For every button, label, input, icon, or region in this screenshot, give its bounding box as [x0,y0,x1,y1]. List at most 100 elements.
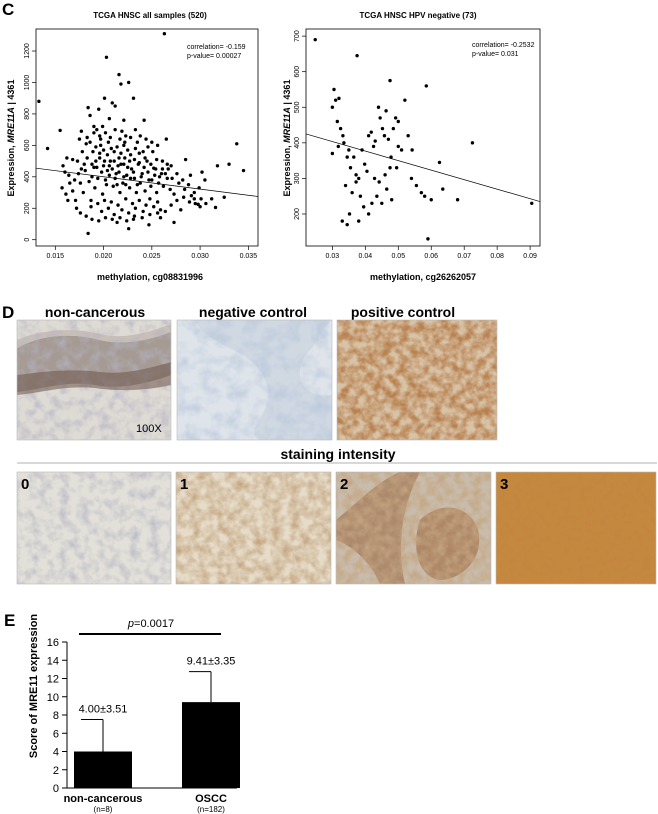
data-point [151,149,155,154]
data-point [103,131,108,135]
data-point [45,146,50,151]
data-point [135,140,140,144]
data-point [126,211,131,215]
data-point [166,167,170,171]
data-point [163,171,168,176]
data-point [163,209,168,214]
data-point [141,149,145,154]
data-point [121,181,125,185]
data-point [198,204,202,209]
data-point [118,137,122,141]
data-point [107,116,112,121]
category-label: OSCC [195,793,227,805]
data-point [386,137,391,141]
category-n-label: (n=8) [94,805,113,814]
data-point [164,137,169,141]
y-axis-label: Expression, MRE11A | 4361 [6,80,16,197]
data-point [75,159,80,163]
data-point [114,171,118,176]
data-point [118,215,122,220]
data-point [209,197,214,201]
data-point [196,202,200,207]
data-point [135,182,140,187]
data-point [97,107,101,111]
panel-letter-e: E [4,611,15,630]
data-point [101,164,106,168]
data-point [177,181,181,185]
data-point [358,194,363,198]
data-point [83,168,87,173]
data-point [341,134,345,138]
data-point [357,176,361,181]
data-point [149,184,153,188]
x-axis-label: methylation, cg26262057 [370,272,476,282]
data-point [241,168,246,173]
data-point [193,201,197,206]
data-point [123,140,127,144]
data-point [340,219,344,223]
data-point [103,215,108,220]
data-point [125,148,130,152]
y-tick-label: 16 [47,637,59,649]
data-point [125,165,130,170]
data-point [146,170,150,174]
data-point [108,159,113,163]
data-point [125,173,129,177]
data-point [160,167,165,171]
data-point [98,134,102,138]
data-point [67,173,71,177]
data-point [144,203,148,207]
data-point [96,176,100,181]
data-point [125,219,129,223]
data-point [100,192,105,196]
data-point [102,159,107,163]
data-point [338,126,343,131]
data-point [403,98,407,102]
data-point [98,143,103,148]
data-point [313,37,317,42]
data-point [138,134,142,138]
data-point [192,197,196,201]
data-point [132,176,137,181]
correlation-label: correlation= -0.2532 [472,42,535,49]
data-point [371,144,376,149]
data-point [94,145,98,149]
data-point [128,153,133,157]
data-point [91,149,95,154]
micrograph-intensity-3: 3 [495,471,657,585]
data-point [89,198,93,203]
scatter-plot-hpv-negative: TCGA HNSC HPV negative (73) correlation=… [282,11,541,282]
data-point [200,170,204,174]
data-point [111,184,115,188]
data-point [147,223,151,227]
data-point [65,156,69,160]
data-point [437,160,442,165]
data-point [64,192,68,196]
data-point [115,145,119,149]
data-point [181,195,186,199]
x-tick-label: 0.035 [240,253,258,260]
data-point [138,181,142,185]
pvalue-label: p-value= 0.031 [472,51,519,58]
y-tick-label: 400 [24,171,31,183]
data-point [60,186,64,190]
data-point [85,135,89,140]
data-point [357,219,361,223]
data-point [105,168,110,173]
data-point [120,129,124,133]
data-point [127,186,132,190]
data-point [143,189,147,193]
data-point [222,195,226,199]
y-tick-label: 1000 [24,75,31,91]
data-point [137,151,141,155]
data-point [139,175,143,179]
data-point [330,151,335,156]
data-point [355,53,359,58]
data-point [148,212,152,217]
data-point [388,78,392,83]
data-point [72,178,77,182]
data-point [335,119,340,124]
data-point [377,180,381,184]
data-point [128,135,133,140]
